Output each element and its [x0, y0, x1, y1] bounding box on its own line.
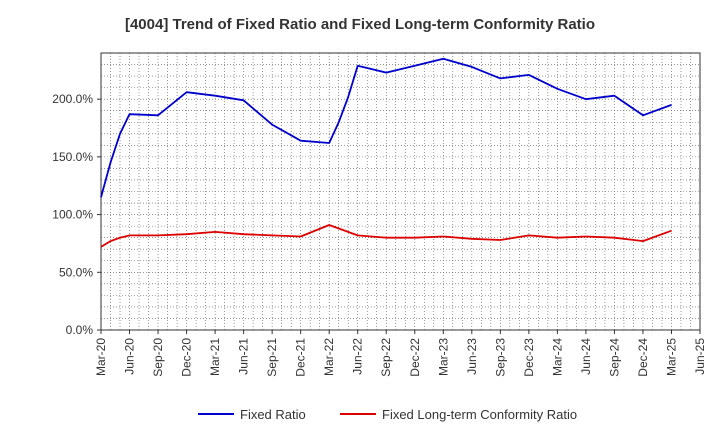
x-tick-label: Sep-23 — [493, 338, 507, 377]
x-tick-label: Mar-25 — [664, 338, 678, 376]
x-tick-label: Dec-24 — [636, 338, 650, 377]
x-tick-label: Sep-22 — [379, 338, 393, 377]
x-tick-label: Jun-20 — [123, 338, 137, 375]
x-tick-label: Mar-24 — [550, 338, 564, 376]
plot-area-border — [100, 52, 701, 331]
x-tick-label: Jun-22 — [351, 338, 365, 375]
x-tick-label: Dec-23 — [522, 338, 536, 377]
legend-label: Fixed Long-term Conformity Ratio — [382, 407, 577, 422]
series-line-fixed-ratio — [100, 57, 672, 198]
y-tick-label: 100.0% — [52, 208, 93, 222]
plot-frame — [100, 52, 701, 331]
legend-label: Fixed Ratio — [240, 407, 306, 422]
x-tick-label: Dec-21 — [294, 338, 308, 377]
y-tick-label: 0.0% — [66, 323, 94, 337]
x-tick-label: Dec-22 — [408, 338, 422, 377]
x-tick-label: Sep-20 — [151, 338, 165, 377]
y-axis-ticks: 0.0% 50.0% 100.0% 150.0% 200.0% — [52, 92, 101, 337]
x-axis-ticks: Mar-20 Jun-20 Sep-20 Dec-20 Mar-21 Jun-21 Sep-… — [94, 330, 707, 377]
x-tick-label: Mar-21 — [208, 338, 222, 376]
x-tick-label: Jun-21 — [237, 338, 251, 375]
y-tick-label: 200.0% — [52, 92, 93, 106]
x-tick-label: Dec-20 — [180, 338, 194, 377]
legend: Fixed Ratio Fixed Long-term Conformity Ra… — [198, 407, 577, 422]
grid-lines — [101, 52, 700, 330]
x-tick-label: Mar-22 — [322, 338, 336, 376]
series-line-fixed-long-term-conformity-ratio — [100, 224, 672, 248]
x-tick-label: Sep-21 — [265, 338, 279, 377]
x-tick-label: Jun-25 — [693, 338, 707, 375]
x-tick-label: Mar-20 — [94, 338, 108, 376]
x-tick-label: Jun-23 — [465, 338, 479, 375]
x-tick-label: Jun-24 — [579, 338, 593, 375]
x-tick-label: Mar-23 — [436, 338, 450, 376]
y-tick-label: 150.0% — [52, 150, 93, 164]
chart-title: [4004] Trend of Fixed Ratio and Fixed Lo… — [124, 16, 596, 33]
x-tick-label: Sep-24 — [607, 338, 621, 377]
series-lines — [100, 57, 672, 248]
y-tick-label: 50.0% — [59, 265, 93, 279]
